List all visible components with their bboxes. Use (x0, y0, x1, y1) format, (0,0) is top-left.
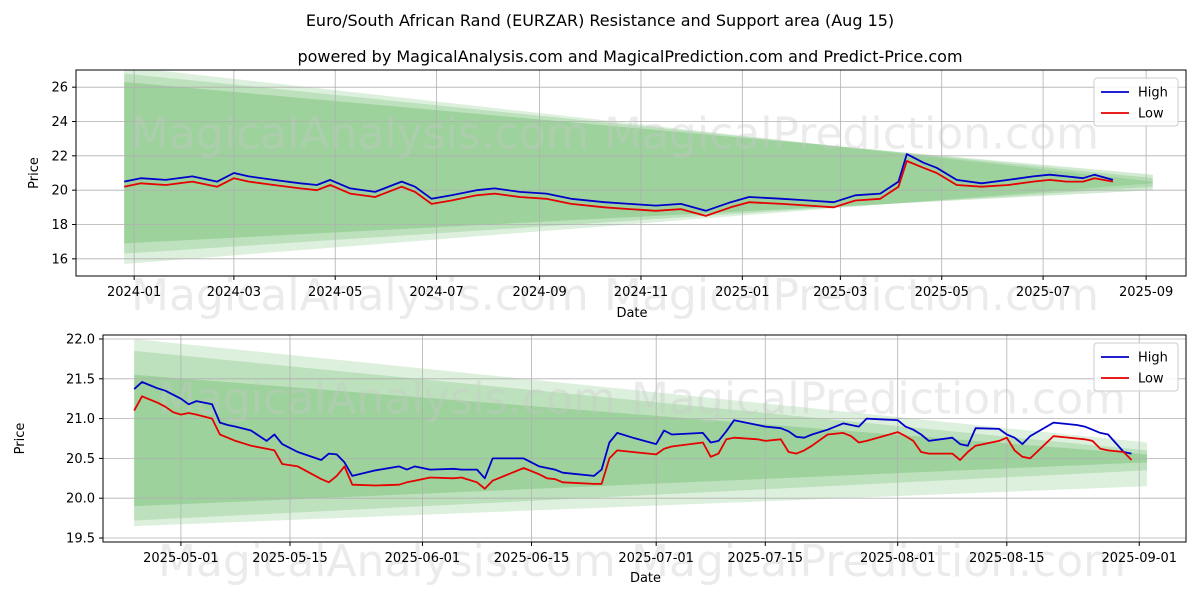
legend-box (1093, 342, 1179, 392)
x-axis-label: Date (630, 571, 661, 586)
x-tick-label: 2025-07-01 (618, 551, 694, 566)
x-tick-label: 2025-08-01 (860, 551, 936, 566)
y-tick-label: 20 (51, 184, 68, 199)
x-tick-label: 2025-06-01 (385, 551, 461, 566)
x-tick-label: 2024-11 (614, 285, 668, 300)
x-tick-label: 2025-07 (1016, 285, 1070, 300)
y-tick-label: 21.0 (66, 412, 95, 427)
y-tick-label: 16 (51, 252, 68, 267)
legend: High Low (1093, 342, 1179, 392)
chart-title: Euro/South African Rand (EURZAR) Resista… (306, 11, 894, 30)
watermark: MagicalPrediction.com (604, 270, 1099, 321)
band-layer-2 (134, 350, 1148, 521)
x-tick-label: 2025-09-01 (1101, 551, 1177, 566)
x-tick-label: 2024-03 (207, 285, 261, 300)
plot-frame (75, 69, 1187, 277)
support-resistance-band (124, 70, 1153, 264)
legend-label-high: High (1138, 351, 1168, 366)
top-chart-panel: MagicalAnalysis.com MagicalPrediction.com… (27, 69, 1187, 321)
watermark: MagicalAnalysis.com (158, 374, 616, 425)
band-layer-2 (124, 73, 1153, 254)
y-tick-label: 22 (51, 149, 68, 164)
band-layer-3 (124, 82, 1153, 244)
y-tick-label: 26 (51, 81, 68, 96)
x-tick-label: 2025-05 (915, 285, 969, 300)
y-tick-label: 22.0 (66, 332, 95, 347)
band-layer-1 (124, 70, 1153, 264)
y-axis-label: Price (27, 157, 42, 189)
x-tick-label: 2025-09 (1119, 285, 1173, 300)
y-tick-label: 18 (51, 218, 68, 233)
x-tick-label: 2025-06-15 (494, 551, 570, 566)
band-layer-1 (134, 338, 1148, 527)
series-line-high (124, 153, 1114, 212)
y-tick-label: 20.5 (66, 452, 95, 467)
watermark: MagicalPrediction.com (604, 108, 1099, 159)
x-tick-label: 2025-03 (813, 285, 867, 300)
series-line-low (124, 160, 1114, 217)
series-line-low (133, 395, 1133, 490)
y-axis-label: Price (13, 423, 28, 455)
legend-label-high: High (1138, 86, 1168, 101)
x-tick-label: 2025-05-15 (252, 551, 328, 566)
bottom-chart-panel: MagicalAnalysis.com MagicalPrediction.com… (13, 332, 1187, 587)
watermark: MagicalAnalysis.com (158, 536, 616, 587)
legend: High Low (1093, 77, 1179, 127)
y-tick-label: 24 (51, 115, 68, 130)
watermark: MagicalPrediction.com (631, 374, 1126, 425)
legend-label-low: Low (1138, 372, 1164, 387)
x-tick-label: 2024-01 (107, 285, 161, 300)
watermark: MagicalAnalysis.com (131, 108, 589, 159)
y-tick-label: 20.0 (66, 492, 95, 507)
y-tick-label: 21.5 (66, 372, 95, 387)
chart-subtitle: powered by MagicalAnalysis.com and Magic… (297, 47, 962, 66)
x-tick-label: 2024-05 (308, 285, 362, 300)
grid (103, 335, 1186, 542)
legend-box (1093, 77, 1179, 127)
watermark: MagicalPrediction.com (631, 536, 1126, 587)
plot-frame (102, 334, 1187, 543)
legend-label-low: Low (1138, 107, 1164, 122)
x-tick-label: 2025-01 (715, 285, 769, 300)
x-tick-label: 2025-05-01 (143, 551, 219, 566)
x-axis-label: Date (616, 306, 647, 321)
watermark: MagicalAnalysis.com (131, 270, 589, 321)
x-tick-label: 2024-07 (409, 285, 463, 300)
y-tick-label: 19.5 (66, 532, 95, 547)
x-tick-label: 2024-09 (512, 285, 566, 300)
series-line-high (133, 381, 1132, 480)
x-tick-label: 2025-07-15 (727, 551, 803, 566)
x-tick-label: 2025-08-15 (969, 551, 1045, 566)
